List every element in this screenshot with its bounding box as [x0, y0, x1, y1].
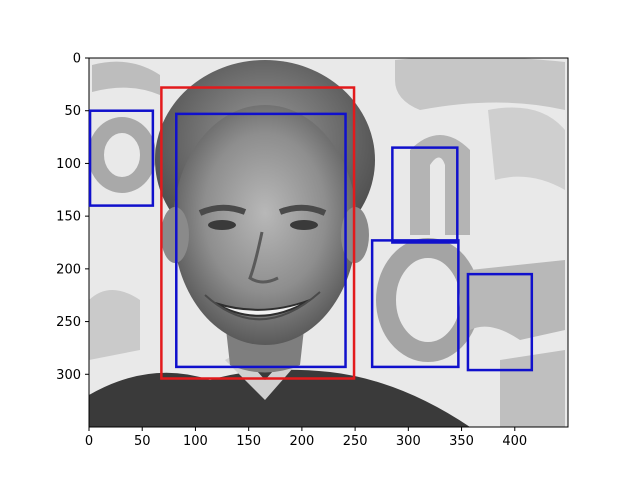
detection-box [88, 109, 155, 207]
y-tick-label: 50 [64, 104, 81, 119]
y-tick-label: 0 [73, 52, 81, 67]
face [173, 105, 357, 345]
detection-box [175, 112, 347, 369]
left-ear [161, 207, 189, 263]
face-detection-box [160, 86, 356, 380]
detection-box [466, 272, 534, 372]
background-pattern [89, 58, 565, 427]
x-tick-label: 100 [183, 434, 208, 449]
y-tick-label: 200 [56, 262, 81, 277]
y-axis: 0 50 100 150 200 250 300 [56, 52, 89, 383]
y-tick-label: 300 [56, 368, 81, 383]
left-brow [198, 204, 247, 216]
axes-frame [88, 57, 569, 428]
x-tick-label: 250 [343, 434, 368, 449]
left-eye [208, 220, 236, 230]
y-tick-label: 100 [56, 157, 81, 172]
y-tick-label: 250 [56, 315, 81, 330]
detection-box [370, 239, 460, 369]
detection-boxes [88, 86, 534, 380]
right-brow [278, 204, 327, 216]
photo [89, 58, 568, 427]
x-tick-label: 200 [289, 434, 314, 449]
x-tick-label: 50 [134, 434, 151, 449]
nose [248, 231, 279, 284]
x-axis: 0 50 100 150 200 250 300 350 400 [85, 427, 527, 449]
x-tick-label: 400 [502, 434, 527, 449]
detection-box [391, 146, 459, 244]
x-tick-label: 350 [449, 434, 474, 449]
x-tick-label: 150 [236, 434, 261, 449]
y-tick-label: 150 [56, 210, 81, 225]
right-eye [290, 220, 318, 230]
x-tick-label: 300 [396, 434, 421, 449]
jacket [89, 369, 470, 427]
x-tick-label: 0 [85, 434, 93, 449]
